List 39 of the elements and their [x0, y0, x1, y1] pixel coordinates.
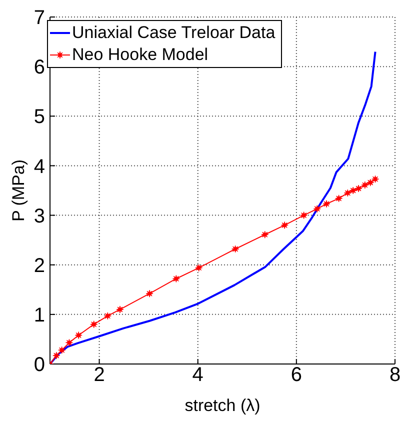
- legend-label: Uniaxial Case Treloar Data: [72, 22, 276, 44]
- y-tick-label: 2: [34, 254, 45, 277]
- x-tick-label: 2: [94, 364, 105, 386]
- point: [146, 290, 154, 298]
- y-tick-label: 3: [34, 205, 45, 228]
- point: [90, 320, 98, 328]
- x-tick-label: 6: [290, 364, 302, 386]
- y-tick-label: 7: [34, 7, 45, 30]
- point: [344, 189, 352, 197]
- x-tick-label: 8: [389, 364, 401, 386]
- point: [104, 312, 112, 320]
- point: [349, 186, 357, 194]
- point: [74, 332, 82, 339]
- y-tick-label: 4: [34, 156, 45, 178]
- point: [52, 352, 60, 360]
- x-tick-label: 4: [192, 364, 204, 386]
- point: [354, 184, 362, 192]
- point: [372, 175, 380, 183]
- point: [322, 200, 330, 208]
- point: [361, 181, 369, 189]
- x-axis-title: stretch (λ): [184, 396, 260, 415]
- point: [58, 346, 66, 354]
- y-tick-label: 0: [34, 354, 45, 376]
- point: [195, 264, 203, 272]
- point: [261, 230, 269, 238]
- point: [335, 194, 343, 202]
- point: [313, 205, 321, 213]
- point: [116, 306, 124, 314]
- point: [65, 338, 73, 346]
- y-axis-title: P (MPa): [9, 159, 28, 222]
- y-tick-label: 6: [34, 56, 45, 79]
- point: [232, 245, 240, 253]
- point: [366, 178, 374, 186]
- legend-label: Neo Hooke Model: [72, 44, 208, 66]
- point: [280, 221, 288, 229]
- point: [172, 274, 180, 282]
- point: [300, 212, 308, 220]
- y-tick-label: 5: [34, 106, 45, 128]
- y-tick-label: 1: [34, 304, 45, 327]
